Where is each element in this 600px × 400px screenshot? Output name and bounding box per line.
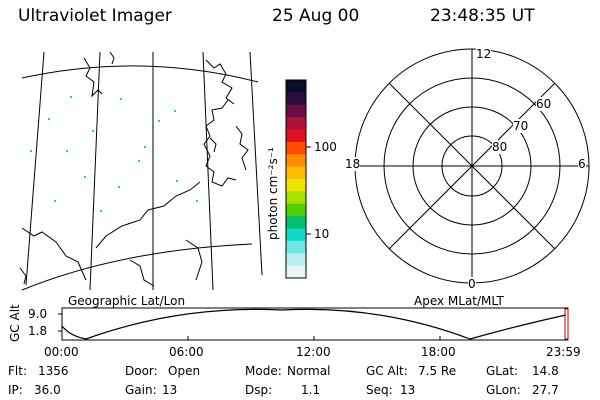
lon-line xyxy=(249,51,263,276)
colorbar-band xyxy=(286,228,306,242)
seq-label: Seq: xyxy=(366,383,393,397)
colorbar-band xyxy=(286,92,306,106)
ip-label: IP: xyxy=(8,383,23,397)
xtick-2359: 23:59 xyxy=(546,345,581,359)
glon-label: GLon: xyxy=(486,383,521,397)
colorbar-band xyxy=(286,240,306,254)
colorbar-band xyxy=(286,117,306,131)
xtick-0000: 00:00 xyxy=(44,345,79,359)
current-time-marker xyxy=(564,308,569,340)
lat-label-60: 60 xyxy=(536,97,552,111)
xtick-1800: 18:00 xyxy=(421,345,456,359)
colorbar-band xyxy=(286,203,306,217)
flt-label: Flt: xyxy=(8,364,27,378)
gain-label: Gain: xyxy=(125,383,157,397)
colorbar-band xyxy=(286,129,306,143)
lon-line xyxy=(25,51,45,286)
lat-label-80: 80 xyxy=(492,140,508,154)
altitude-curve xyxy=(61,308,567,340)
door-label: Door: xyxy=(125,364,158,378)
colorbar-tick-100: 100 xyxy=(314,140,337,154)
colorbar-band xyxy=(286,265,306,279)
apex-label: Apex MLat/MLT xyxy=(414,294,504,308)
glon-value: 27.7 xyxy=(532,383,559,397)
altitude-ytick-1: 1.8 xyxy=(28,324,48,338)
lon-line xyxy=(89,51,101,291)
colorbar-band xyxy=(286,253,306,267)
colorbar-band xyxy=(286,80,306,93)
lat-line xyxy=(21,243,253,291)
altitude-ytick-9: 9.0 xyxy=(28,307,48,321)
gain-value: 13 xyxy=(162,383,178,397)
flt-value: 1356 xyxy=(38,364,69,378)
altitude-ylabel: GC Alt xyxy=(8,304,22,342)
colorbar-band xyxy=(286,191,306,205)
uv-speckles xyxy=(30,96,198,212)
lat-line xyxy=(21,65,259,83)
time-label: 23:48:35 UT xyxy=(430,6,535,26)
colorbar-band xyxy=(286,216,306,230)
mlt-label-0: 0 xyxy=(468,277,476,291)
date-label: 25 Aug 00 xyxy=(272,6,360,26)
gcalt-label: GC Alt: xyxy=(366,364,408,378)
dsp-label: Dsp: xyxy=(245,383,273,397)
glat-label: GLat: xyxy=(486,364,519,378)
colorbar-band xyxy=(286,166,306,180)
mlt-label-6: 6 xyxy=(578,157,586,171)
lon-line xyxy=(202,51,214,291)
xtick-1200: 12:00 xyxy=(296,345,331,359)
glat-value: 14.8 xyxy=(532,364,559,378)
lat-label-70: 70 xyxy=(513,119,529,133)
colorbar-tick-10: 10 xyxy=(314,227,330,241)
coastline xyxy=(19,51,249,287)
mode-label: Mode: xyxy=(245,364,282,378)
mode-value: Normal xyxy=(287,364,331,378)
door-value: Open xyxy=(168,364,201,378)
seq-value: 13 xyxy=(400,383,416,397)
gcalt-value: 7.5 Re xyxy=(418,364,457,378)
colorbar-band xyxy=(286,141,306,155)
mlt-label-12: 12 xyxy=(476,47,492,61)
colorbar-band xyxy=(286,179,306,192)
mlt-label-18: 18 xyxy=(345,157,361,171)
colorbar-band xyxy=(286,104,306,118)
xtick-0600: 06:00 xyxy=(169,345,204,359)
dsp-value: 1.1 xyxy=(301,383,321,397)
instrument-title: Ultraviolet Imager xyxy=(18,6,172,26)
ip-value: 36.0 xyxy=(34,383,61,397)
colorbar-band xyxy=(286,154,306,168)
geographic-label: Geographic Lat/Lon xyxy=(68,294,186,308)
